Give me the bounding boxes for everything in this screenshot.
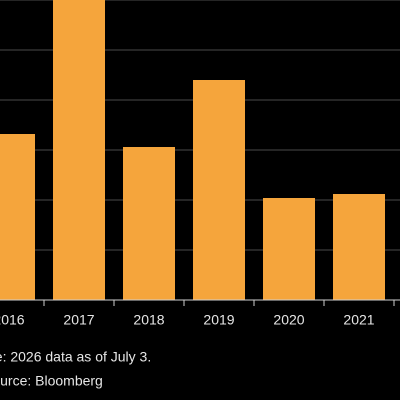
x-axis: 2016 2017 2018 2019 2020 2021 — [0, 299, 400, 328]
bar — [53, 0, 105, 300]
bar — [0, 134, 35, 300]
bar — [193, 80, 245, 300]
x-tick-label: 2020 — [273, 312, 304, 328]
x-tick-label: 2016 — [0, 312, 25, 328]
bar — [123, 147, 175, 300]
bar — [333, 194, 385, 300]
x-tick-label: 2017 — [63, 312, 94, 328]
x-tick-label: 2019 — [203, 312, 234, 328]
bar — [263, 198, 315, 300]
x-tick-label: 2021 — [343, 312, 374, 328]
x-tick-label: 2018 — [133, 312, 164, 328]
bars — [0, 0, 385, 300]
note: Note: 2026 data as of July 3. — [0, 349, 151, 365]
source: Source: Bloomberg — [0, 373, 103, 389]
